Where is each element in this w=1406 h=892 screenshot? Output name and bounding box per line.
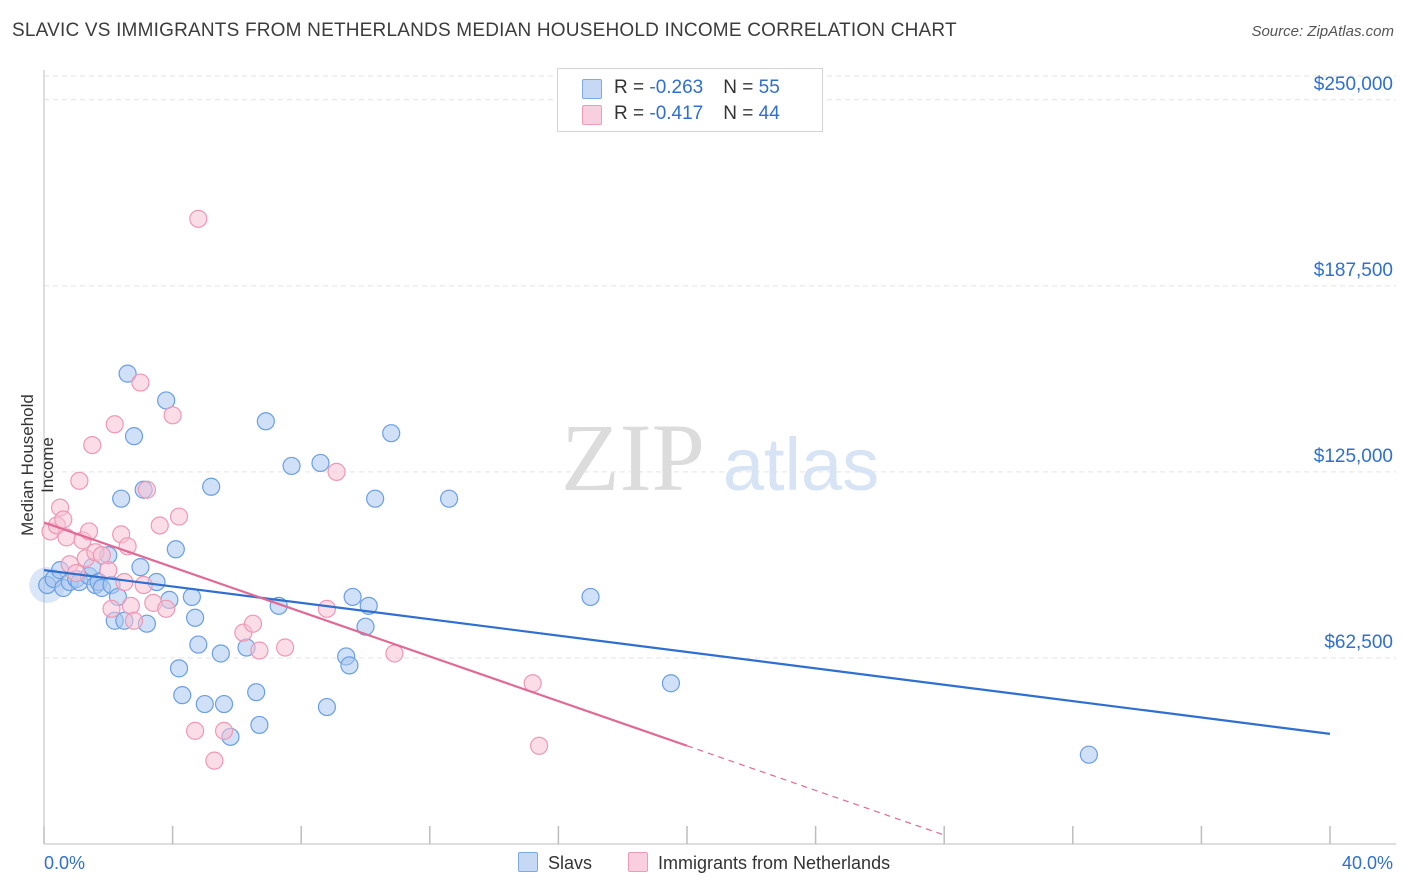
point-neth — [163, 406, 182, 425]
point-neth — [134, 575, 153, 595]
point-slavs — [366, 489, 385, 508]
y-tick-label: $125,000 — [1314, 446, 1393, 467]
trend-lines — [43, 521, 1331, 836]
point-slavs — [169, 659, 189, 678]
point-slavs — [250, 715, 269, 735]
bottom-swatch-neth — [628, 852, 648, 872]
point-neth — [243, 614, 263, 633]
point-neth — [137, 480, 156, 499]
point-neth — [214, 721, 234, 740]
point-slavs — [112, 489, 131, 508]
point-slavs — [118, 364, 137, 383]
chart-title: SLAVIC VS IMMIGRANTS FROM NETHERLANDS ME… — [12, 20, 957, 41]
watermark-zip: ZIP — [561, 404, 705, 511]
source-label: Source: ZipAtlas.com — [1251, 23, 1394, 40]
point-slavs — [282, 456, 301, 476]
y-axis-label: Median Household Income — [18, 394, 57, 536]
bottom-legend-neth: Immigrants from Netherlands — [628, 852, 890, 874]
bottom-swatch-slavs — [518, 852, 538, 872]
point-slavs — [131, 558, 150, 577]
watermark-atlas: atlas — [723, 423, 879, 506]
point-neth — [157, 599, 176, 618]
point-neth — [169, 507, 189, 526]
point-neth — [99, 561, 118, 580]
point-slavs — [340, 656, 359, 675]
point-neth — [385, 644, 404, 663]
y-tick-label: $62,500 — [1324, 632, 1393, 653]
point-slavs — [247, 683, 266, 702]
point-neth — [131, 373, 150, 392]
x-tick-label-min: 0.0% — [44, 853, 85, 873]
y-tick-label: $250,000 — [1314, 74, 1393, 95]
point-neth — [530, 736, 549, 755]
trend-line-slavs — [43, 569, 1331, 735]
point-neth — [276, 638, 295, 657]
point-neth — [186, 721, 205, 740]
trend-line-neth — [43, 521, 688, 747]
x-tick-label-max: 40.0% — [1342, 853, 1393, 873]
legend-swatch-slavs — [582, 79, 602, 99]
point-slavs — [581, 587, 600, 607]
point-slavs — [661, 674, 681, 693]
point-slavs — [124, 427, 144, 446]
legend-text-neth: R = -0.417 N = 44 — [614, 103, 780, 124]
point-slavs — [173, 686, 192, 705]
point-slavs — [182, 587, 201, 607]
bottom-label-slavs: Slavs — [548, 853, 593, 873]
point-slavs — [195, 694, 214, 714]
bottom-legend-slavs: Slavs — [518, 852, 592, 874]
point-neth — [102, 599, 121, 618]
grid — [44, 75, 1396, 659]
legend-swatch-neth — [582, 105, 602, 125]
point-slavs — [211, 644, 230, 663]
point-neth — [121, 596, 140, 615]
point-neth — [250, 641, 269, 660]
point-neth — [124, 611, 144, 630]
bottom-label-neth: Immigrants from Netherlands — [658, 853, 891, 873]
legend-text-slavs: R = -0.263 N = 55 — [614, 77, 780, 98]
series — [29, 209, 1098, 770]
correlation-legend: R = -0.263 N = 55 R = -0.417 N = 44 — [557, 68, 823, 132]
point-slavs — [189, 635, 208, 654]
axes — [43, 70, 1396, 845]
point-slavs — [343, 587, 362, 607]
point-neth — [70, 471, 89, 490]
point-slavs — [317, 697, 337, 717]
point-slavs — [439, 489, 459, 508]
y-tick-label: $187,500 — [1314, 260, 1393, 281]
point-neth — [189, 209, 208, 228]
point-neth — [54, 510, 73, 529]
point-slavs — [1079, 745, 1098, 764]
point-neth — [327, 462, 346, 481]
tick-labels: $62,500 $125,000 $187,500 $250,000 0.0% 40.0% — [44, 74, 1393, 873]
point-neth — [317, 599, 337, 618]
point-slavs — [311, 453, 330, 473]
point-neth — [205, 751, 224, 770]
point-neth — [105, 415, 124, 434]
point-slavs — [214, 694, 234, 714]
point-slavs — [166, 540, 185, 559]
watermark: ZIP atlas — [561, 404, 879, 511]
point-neth — [150, 516, 169, 535]
point-slavs — [186, 608, 205, 627]
point-slavs — [382, 424, 401, 443]
point-slavs — [202, 477, 221, 496]
point-neth — [83, 435, 102, 455]
trend-line-neth-extension — [686, 745, 945, 836]
point-slavs — [256, 412, 275, 431]
